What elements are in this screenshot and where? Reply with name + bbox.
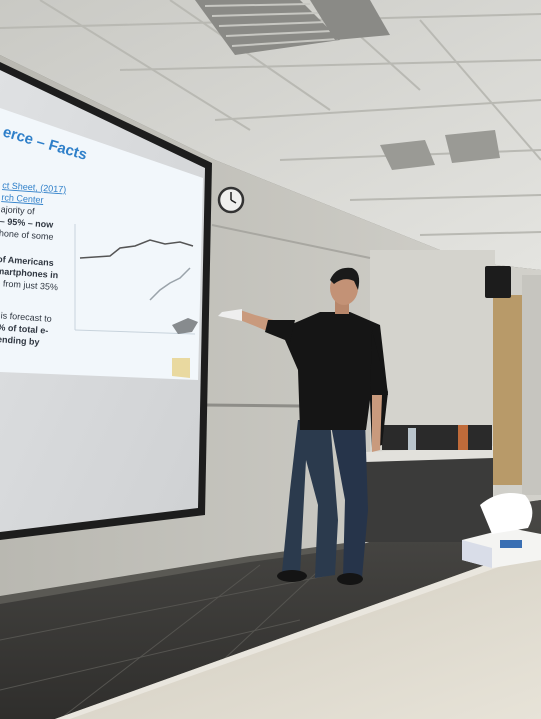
slide-bullets: ct Sheet, (2017) rch Center ajority of –… [0, 180, 67, 347]
speaker [485, 266, 511, 298]
slide-chart-line-2 [149, 267, 191, 301]
slide-line-3: – 95% – now [0, 216, 55, 230]
presenter [218, 267, 388, 585]
slide-line-2: ajority of [0, 204, 35, 216]
slide-chart [74, 224, 196, 335]
presenter-jeans [282, 420, 338, 578]
slide-line-9: 5% of total e- [0, 322, 49, 336]
wall-clock [217, 186, 245, 214]
side-counter [365, 425, 493, 542]
ceiling-grid [0, 0, 541, 236]
ceiling-vent-2 [310, 0, 390, 40]
right-wall-far [522, 275, 541, 495]
right-shoe [337, 573, 363, 585]
hand-shadow [172, 318, 198, 334]
ceiling-vent-1 [195, 0, 340, 55]
projected-slide [0, 108, 203, 380]
door [493, 295, 523, 485]
wall-top-line [211, 224, 371, 259]
slide-line-0: ct Sheet, (2017) [2, 180, 67, 194]
ceiling [0, 0, 541, 270]
slide-line-6: martphones in [0, 266, 59, 280]
slide-line-4: hone of some [0, 228, 54, 242]
slide-line-1: rch Center [1, 192, 44, 205]
baseboard [0, 541, 360, 604]
presenter-shirt [285, 312, 388, 430]
tissue-box [462, 492, 541, 568]
slide-line-7: p from just 35% [0, 278, 58, 292]
ceiling-vent-3 [380, 130, 500, 170]
slide-line-5: of Americans [0, 254, 54, 268]
wall-rail [204, 403, 301, 408]
slide-line-8: e is forecast to [0, 310, 52, 324]
left-shoe [277, 570, 307, 582]
slide-line-10: pending by [0, 334, 40, 347]
presenter-hand [218, 309, 242, 321]
slide-chart-line-1 [79, 239, 194, 259]
